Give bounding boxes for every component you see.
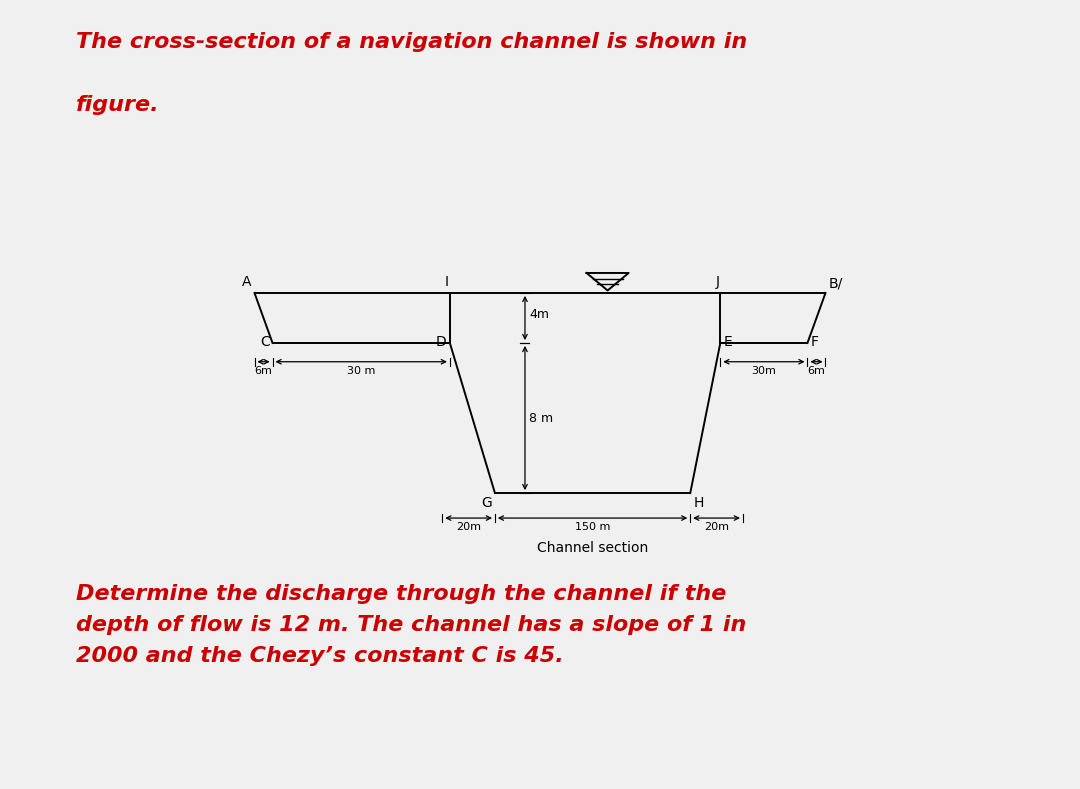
Text: 20m: 20m [704,522,729,532]
Text: 30m: 30m [752,365,777,376]
Text: Determine the discharge through the channel if the
depth of flow is 12 m. The ch: Determine the discharge through the chan… [76,584,746,666]
Text: G: G [482,495,491,510]
Text: J: J [715,275,719,290]
Text: 30 m: 30 m [347,365,376,376]
Text: 6m: 6m [808,365,825,376]
Text: 4m: 4m [529,308,550,321]
Text: The cross-section of a navigation channel is shown in: The cross-section of a navigation channe… [76,32,747,51]
Text: 6m: 6m [255,365,272,376]
Text: A: A [242,275,252,290]
Text: H: H [693,495,704,510]
Text: C: C [260,335,270,349]
Text: 20m: 20m [456,522,481,532]
Text: B/: B/ [828,276,842,290]
Text: E: E [724,335,732,349]
Text: I: I [445,275,449,290]
Text: figure.: figure. [76,95,159,114]
Text: 8 m: 8 m [529,412,554,424]
Text: 150 m: 150 m [575,522,610,532]
Text: D: D [436,335,447,349]
Text: Channel section: Channel section [537,540,648,555]
Text: F: F [810,335,819,349]
